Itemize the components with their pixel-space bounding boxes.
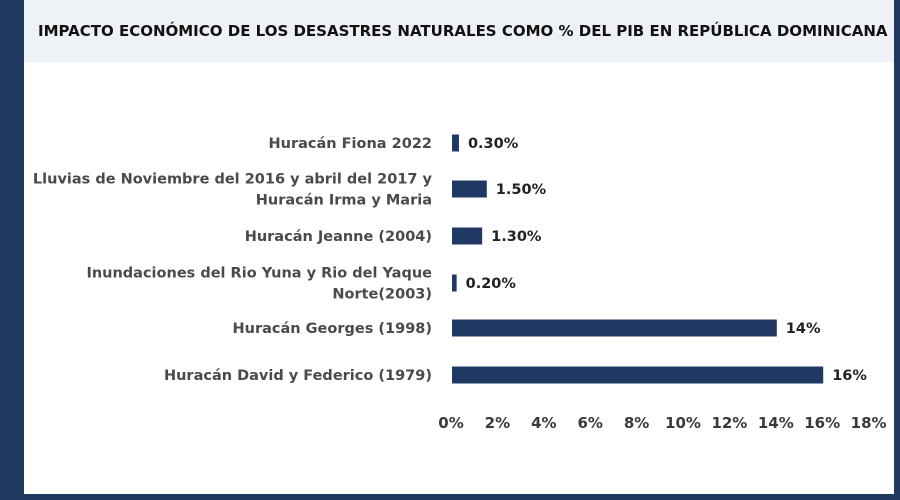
bar-0 xyxy=(452,134,459,152)
x-tick-label-9: 18% xyxy=(851,414,887,432)
value-label-1: 1.50% xyxy=(496,182,547,198)
bar-3 xyxy=(452,274,457,292)
x-tick-label-6: 12% xyxy=(711,414,747,432)
bar-1 xyxy=(452,180,487,198)
category-label-5: Huracán David y Federico (1979) xyxy=(164,368,432,384)
x-tick-label-3: 6% xyxy=(577,414,602,432)
bar-2 xyxy=(452,227,483,245)
bar-4 xyxy=(452,319,777,337)
value-label-5: 16% xyxy=(832,368,867,384)
chart-title: IMPACTO ECONÓMICO DE LOS DESASTRES NATUR… xyxy=(38,22,888,40)
x-tick-label-5: 10% xyxy=(665,414,701,432)
category-label-1: Lluvias de Noviembre del 2016 y abril de… xyxy=(33,172,433,209)
value-label-0: 0.30% xyxy=(468,136,519,152)
x-tick-label-2: 4% xyxy=(531,414,556,432)
x-tick-label-4: 8% xyxy=(624,414,649,432)
value-label-4: 14% xyxy=(786,321,821,337)
bar-chart: 0.30% Huracán Fiona 2022 1.50% Lluvias de N… xyxy=(33,134,887,432)
value-label-3: 0.20% xyxy=(466,276,517,292)
x-tick-label-0: 0% xyxy=(438,414,463,432)
title-bar: IMPACTO ECONÓMICO DE LOS DESASTRES NATUR… xyxy=(24,0,894,62)
x-tick-label-1: 2% xyxy=(485,414,510,432)
value-label-2: 1.30% xyxy=(491,229,542,245)
bar-5 xyxy=(452,366,824,384)
category-label-4: Huracán Georges (1998) xyxy=(233,321,433,337)
x-tick-label-8: 16% xyxy=(804,414,840,432)
chart-card: IMPACTO ECONÓMICO DE LOS DESASTRES NATUR… xyxy=(24,0,894,494)
category-label-2: Huracán Jeanne (2004) xyxy=(245,229,432,245)
category-label-3: Inundaciones del Rio Yuna y Rio del Yaqu… xyxy=(86,266,432,303)
x-tick-label-7: 14% xyxy=(758,414,794,432)
category-label-0: Huracán Fiona 2022 xyxy=(269,136,433,152)
